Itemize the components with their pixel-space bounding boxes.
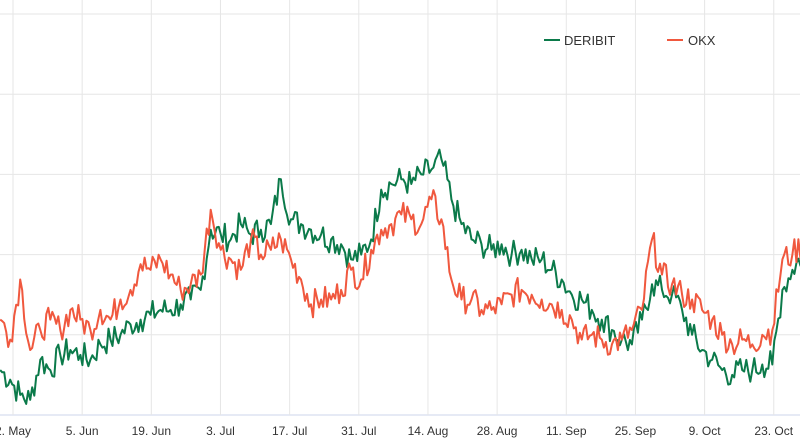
x-tick-label: 23. Oct <box>754 424 793 438</box>
legend-label-okx: OKX <box>688 33 716 48</box>
legend-label-deribit: DERIBIT <box>564 33 615 48</box>
series-line-okx <box>0 189 800 356</box>
x-tick-label: 14. Aug <box>408 424 449 438</box>
x-tick-label: 3. Jul <box>206 424 235 438</box>
legend-item-okx[interactable]: OKX <box>667 33 716 48</box>
series-line-deribit <box>0 148 800 405</box>
x-tick-label: 28. Aug <box>477 424 518 438</box>
x-tick-label: 31. Jul <box>341 424 376 438</box>
x-tick-label: 19. Jun <box>132 424 171 438</box>
x-tick-label: 25. Sep <box>615 424 657 438</box>
legend: DERIBIT OKX <box>544 33 716 48</box>
x-tick-label: 17. Jul <box>272 424 307 438</box>
x-tick-label: 2. May <box>0 424 31 438</box>
x-tick-label: 9. Oct <box>689 424 722 438</box>
x-tick-label: 5. Jun <box>66 424 99 438</box>
x-tick-label: 11. Sep <box>546 424 587 438</box>
x-axis-ticks: 2. May 5. Jun 19. Jun 3. Jul 17. Jul 31. Jul 1… <box>0 424 794 438</box>
grid <box>0 0 800 416</box>
series-lines <box>0 148 800 405</box>
legend-item-deribit[interactable]: DERIBIT <box>544 33 615 48</box>
